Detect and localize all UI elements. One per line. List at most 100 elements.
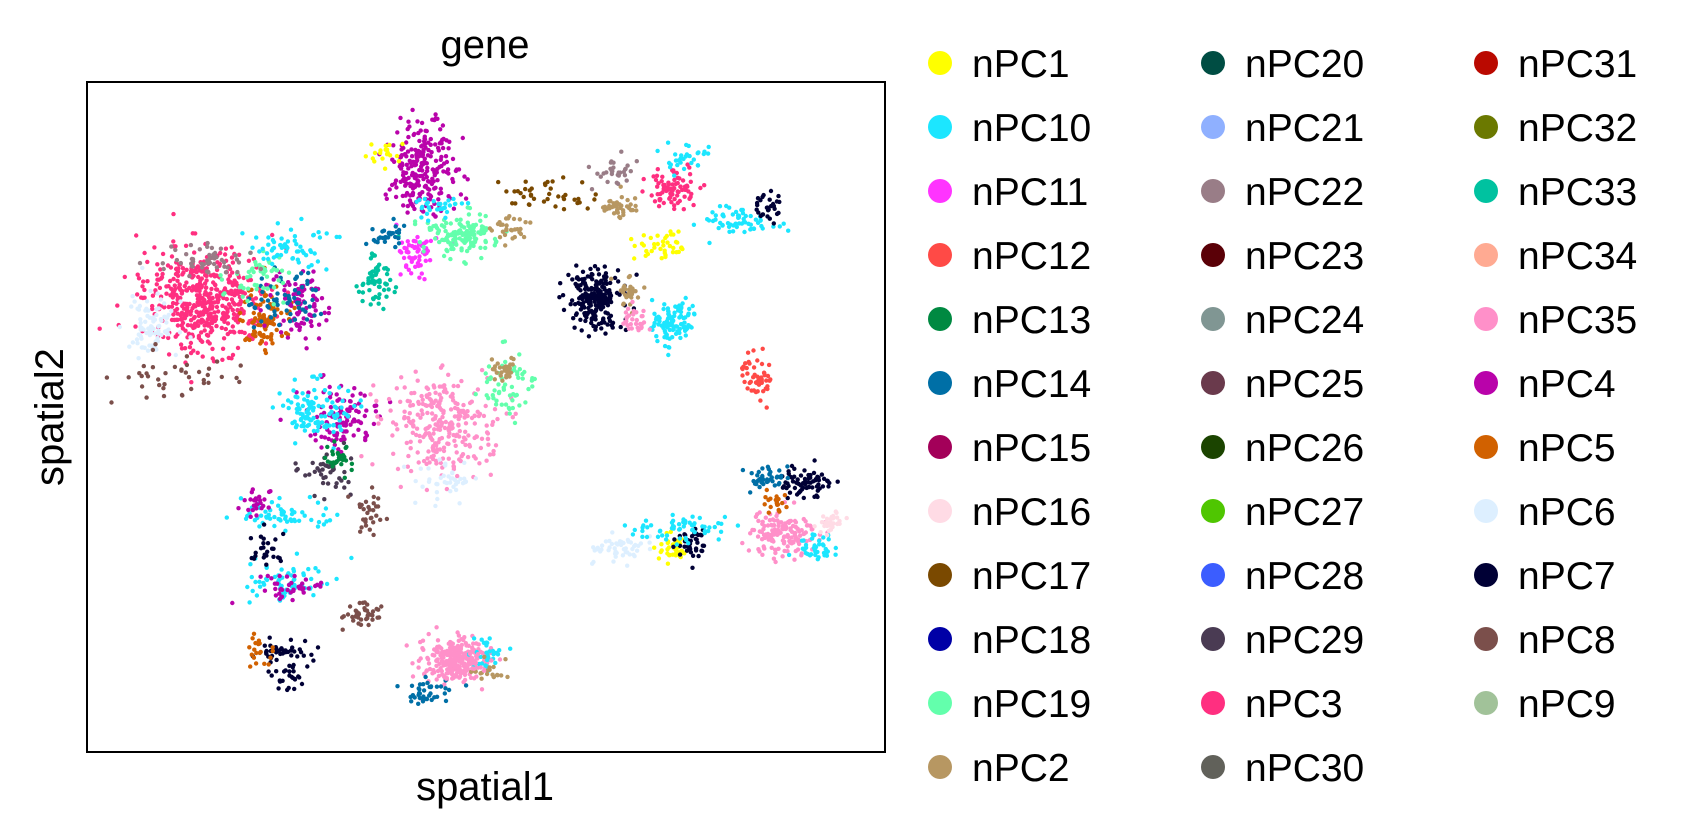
point — [659, 542, 664, 547]
point — [287, 663, 292, 668]
point — [476, 413, 481, 419]
point — [434, 490, 440, 495]
point — [315, 259, 321, 264]
point — [620, 553, 626, 558]
point — [180, 288, 185, 294]
point — [648, 523, 654, 528]
point — [369, 269, 375, 275]
point — [288, 311, 293, 317]
point — [261, 541, 266, 546]
point — [664, 233, 669, 239]
point — [280, 651, 285, 656]
legend-marker — [1201, 435, 1225, 459]
point — [308, 279, 313, 284]
point — [665, 547, 670, 552]
point — [155, 262, 160, 267]
point — [356, 621, 361, 626]
point — [276, 503, 281, 508]
point — [785, 495, 790, 501]
legend-label: nPC3 — [1245, 683, 1343, 726]
point — [745, 371, 750, 376]
point — [174, 292, 179, 298]
point — [499, 673, 504, 678]
point — [390, 433, 395, 438]
point — [440, 659, 445, 664]
point — [424, 128, 429, 134]
cluster-npc6-1 — [117, 265, 193, 361]
point — [263, 509, 268, 514]
point — [492, 388, 497, 393]
point — [279, 236, 284, 241]
point — [462, 652, 468, 658]
point — [757, 510, 762, 515]
point — [287, 319, 293, 324]
point — [521, 194, 526, 200]
point — [782, 493, 788, 498]
point — [479, 436, 485, 441]
point — [246, 258, 252, 263]
point — [409, 259, 414, 264]
point — [391, 216, 396, 222]
point — [323, 506, 329, 511]
point — [349, 555, 354, 561]
point — [394, 386, 399, 391]
point — [366, 622, 371, 628]
point — [268, 315, 274, 320]
point — [687, 165, 692, 170]
point — [479, 224, 485, 229]
point — [676, 189, 681, 195]
point — [447, 657, 453, 662]
point — [769, 475, 774, 480]
point — [138, 324, 143, 330]
point — [631, 312, 636, 317]
point — [357, 600, 362, 606]
point — [135, 306, 140, 311]
point — [431, 383, 436, 388]
point — [158, 267, 163, 272]
legend-label: nPC8 — [1518, 619, 1616, 662]
point — [137, 371, 142, 376]
point — [191, 303, 197, 308]
point — [758, 476, 763, 481]
point — [502, 232, 508, 238]
point — [649, 297, 655, 303]
point — [395, 427, 400, 432]
point — [434, 684, 440, 689]
point — [351, 417, 357, 422]
point — [453, 664, 458, 670]
point — [421, 176, 426, 182]
point — [446, 146, 451, 151]
point — [209, 319, 214, 324]
point — [270, 341, 275, 346]
point — [660, 174, 665, 179]
point — [496, 179, 501, 185]
point — [547, 191, 552, 197]
point — [174, 257, 180, 263]
point — [499, 402, 504, 407]
point — [489, 658, 494, 663]
point — [229, 297, 235, 302]
point — [405, 239, 410, 244]
point — [359, 454, 364, 459]
point — [378, 148, 383, 153]
point — [205, 244, 210, 249]
point — [151, 315, 156, 320]
point — [584, 285, 589, 290]
point — [659, 323, 664, 328]
point — [164, 291, 169, 296]
legend-label: nPC1 — [972, 43, 1070, 86]
point — [692, 530, 697, 535]
legend-item-npc28: nPC28 — [1201, 555, 1364, 598]
point — [240, 289, 245, 295]
point — [614, 290, 620, 296]
point — [323, 475, 328, 480]
point — [185, 323, 191, 328]
point — [426, 218, 431, 223]
point — [607, 545, 612, 550]
point — [435, 638, 441, 643]
point — [487, 649, 492, 654]
point — [368, 256, 374, 261]
point — [319, 445, 324, 450]
point — [669, 200, 674, 205]
point — [365, 510, 370, 516]
